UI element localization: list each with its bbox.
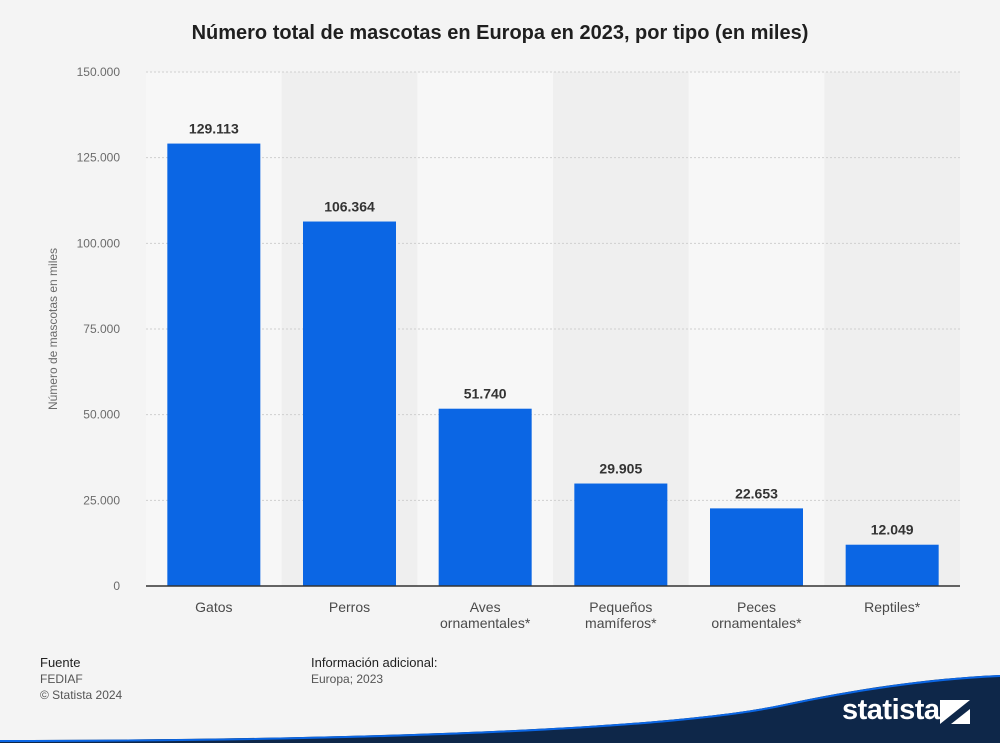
y-tick-label: 50.000: [83, 408, 120, 422]
bar[interactable]: [710, 508, 803, 586]
chart-title: Número total de mascotas en Europa en 20…: [191, 22, 809, 44]
data-label: 29.905: [599, 461, 642, 477]
source-block: Fuente FEDIAF © Statista 2024: [40, 655, 122, 703]
statista-logo-icon[interactable]: [940, 700, 970, 724]
bar[interactable]: [574, 483, 668, 586]
x-tick-label: Aves ornamentales*: [440, 599, 531, 631]
x-tick-label: Peces ornamentales*: [711, 599, 802, 631]
bar-chart: 0 25.000 50.000 75.000 100.000 125.000 150.000…: [46, 65, 960, 631]
data-label: 51.740: [464, 386, 507, 402]
copyright-text: © Statista 2024: [40, 688, 123, 702]
data-label: 22.653: [735, 485, 778, 501]
data-label: 106.364: [324, 199, 375, 215]
y-tick-label: 0: [113, 579, 120, 593]
data-label: 129.113: [189, 121, 239, 137]
x-axis-ticks: Gatos Perros Aves ornamentales* Pequeños mamí…: [195, 599, 921, 631]
y-tick-label: 100.000: [77, 236, 121, 250]
source-name[interactable]: FEDIAF: [40, 672, 83, 686]
x-tick-label: Gatos: [195, 599, 232, 615]
statista-logo-text[interactable]: statista: [842, 694, 940, 726]
bar[interactable]: [303, 221, 396, 586]
y-tick-label: 150.000: [77, 65, 121, 79]
info-text: Europa; 2023: [311, 672, 384, 686]
y-axis-ticks: 0 25.000 50.000 75.000 100.000 125.000 150.000: [77, 65, 121, 593]
value-labels: 129.113 106.364 51.740 29.905 22.653 12.049: [189, 121, 914, 538]
bar[interactable]: [438, 408, 532, 586]
bar[interactable]: [845, 544, 939, 586]
source-heading: Fuente: [40, 655, 81, 670]
x-tick-label: Reptiles*: [864, 599, 921, 615]
y-tick-label: 125.000: [77, 151, 121, 165]
x-tick-label: Pequeños mamíferos*: [585, 599, 657, 631]
bar[interactable]: [167, 143, 261, 586]
data-label: 12.049: [871, 522, 914, 538]
y-tick-label: 25.000: [83, 493, 120, 507]
info-block: Información adicional: Europa; 2023: [311, 655, 437, 687]
bars: [167, 143, 939, 586]
x-tick-label: Perros: [329, 599, 370, 615]
y-axis-label: Número de mascotas en miles: [46, 248, 60, 410]
y-tick-label: 75.000: [83, 322, 120, 336]
info-heading: Información adicional:: [311, 655, 438, 670]
